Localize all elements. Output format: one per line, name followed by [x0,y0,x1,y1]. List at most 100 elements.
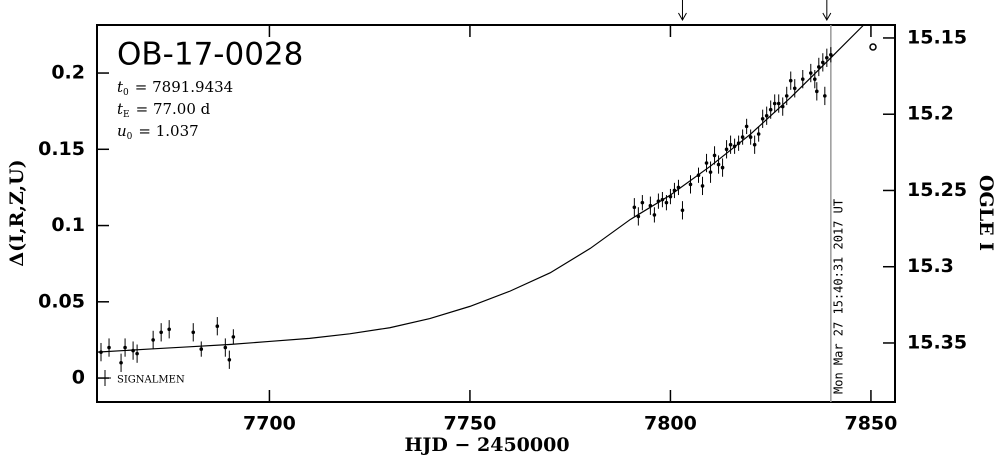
data-point [131,348,135,353]
data-point [776,101,781,106]
data-point [748,135,753,139]
data-point [680,208,685,213]
arrow-head [678,12,687,22]
data-point [740,135,745,139]
y-tick-label: 0.2 [51,62,85,84]
arrow-head [822,12,832,22]
y2-tick-label: 15.25 [907,179,967,201]
data-point [215,324,220,329]
x-tick-label: 7850 [844,413,897,435]
y2-tick-label: 15.35 [907,331,967,353]
data-point [800,77,805,81]
parameter-value: = 77.00 d [136,100,211,118]
data-point [788,78,793,83]
data-point [231,335,236,339]
y2-tick-label: 15.15 [907,26,967,48]
data-point [792,86,797,91]
data-point [199,347,204,351]
parameter-symbol: u [117,122,127,140]
y-tick-label: 0.1 [51,214,85,236]
data-point [712,153,717,158]
symbol [869,43,877,51]
parameter-symbol: t [117,78,124,96]
data-point [817,65,821,69]
data-point [768,107,773,112]
data-point [829,52,833,57]
data-point [636,214,641,219]
y-axis-label: Δ(I,R,Z,U) [6,159,28,266]
data-point [812,77,817,81]
x-axis-label: HJD − 2450000 [404,434,569,456]
data-point [648,203,653,208]
y2-axis-label: OGLE I [975,175,997,251]
data-point [708,170,713,174]
parameter-subscript: 0 [127,132,133,142]
data-point [772,101,777,106]
data-point [720,165,725,170]
parameter: u0 = 1.037 [117,122,199,142]
parameter: tE = 77.00 d [117,100,211,120]
data-point [223,345,228,350]
data-point [632,205,637,210]
data-point [821,60,825,65]
data-point [756,132,761,136]
data-point [744,124,749,129]
data-point [752,142,757,147]
parameter-subscript: 0 [123,88,129,98]
data-point [808,71,813,75]
chart-title: OB-17-0028 [117,37,303,73]
time-marker-label: Mon Mar 27 15:40:31 2017 UT [831,199,845,394]
data-point [664,200,669,205]
data-point [119,361,123,365]
data-point [764,113,769,118]
data-point [668,194,673,199]
data-point [784,94,789,98]
y2-tick-label: 15.2 [907,103,954,125]
data-point [676,185,681,190]
model-curve [96,25,864,353]
data-point [780,104,785,109]
y2-tick-label: 15.3 [907,255,954,277]
y-tick-label: 0 [72,367,85,389]
legend-label: SIGNALMEN [117,375,185,386]
y-tick-label: 0.05 [38,290,85,312]
data-point [656,199,661,203]
plot-frame [96,24,896,403]
data-point [167,327,171,332]
data-point [191,330,196,335]
data-point [688,182,693,187]
x-tick-label: 7700 [243,413,296,435]
x-tick-label: 7750 [443,413,496,435]
data-point [704,161,709,165]
parameter-subscript: E [123,110,130,120]
x-tick-label: 7800 [644,413,697,435]
parameter: t0 = 7891.9434 [117,78,233,98]
data-point [700,184,705,188]
data-point [724,147,729,152]
data-point [760,116,765,121]
parameter-value: = 7891.9434 [135,78,233,96]
data-point [672,188,677,193]
data-point [227,357,232,362]
data-point [716,162,721,167]
parameter-value: = 1.037 [138,122,198,140]
data-point [825,55,829,60]
data-point [732,144,737,149]
data-point [135,351,139,356]
data-point [736,141,741,145]
data-point [696,173,701,178]
data-point [660,197,665,202]
data-point [815,89,819,94]
data-point [107,345,111,350]
parameter-symbol: t [117,100,124,118]
data-point [728,142,733,147]
y-tick-label: 0.15 [38,138,85,160]
data-point [151,338,155,342]
data-point [123,345,127,350]
data-point [640,200,645,205]
data-point [652,213,657,217]
data-point [823,94,827,98]
data-point [159,330,163,335]
data-point [99,350,103,354]
